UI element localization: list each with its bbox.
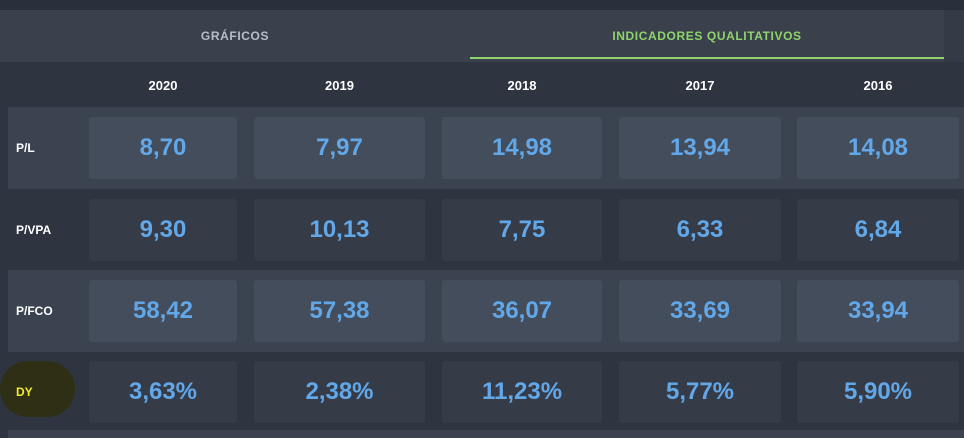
value-cell: 36,07 [442,280,602,342]
indicator-label: P/FCO [16,304,53,318]
value-cell: 6,84 [797,199,959,261]
highlighter-mark [0,361,75,417]
year-header: 2018 [507,77,537,93]
value-cell: 7,97 [254,117,425,179]
value-cell: 5,90% [797,361,959,423]
year-header: 2017 [685,77,715,93]
indicator-row-pl: P/L 8,70 7,97 14,98 13,94 14,08 [8,107,964,189]
indicator-label: DY [16,385,33,399]
value-cell: 33,94 [797,280,959,342]
value-cell: 8,70 [89,117,237,179]
value-cell: 14,08 [797,117,959,179]
value-cell: 58,42 [89,280,237,342]
value-cell: 7,75 [442,199,602,261]
tab-graficos-label: GRÁFICOS [200,29,270,43]
value-cell: 57,38 [254,280,425,342]
indicator-row-pfco: P/FCO 58,42 57,38 36,07 33,69 33,94 [8,270,964,352]
value-cell: 10,13 [254,199,425,261]
tab-bar-scroll-area [944,10,964,62]
value-cell: 3,63% [89,361,237,423]
next-row-edge [8,430,964,438]
value-cell: 11,23% [442,361,602,423]
tab-indicadores-label: INDICADORES QUALITATIVOS [612,29,802,43]
year-header: 2020 [148,77,178,93]
active-tab-underline [470,57,944,59]
value-cell: 5,77% [619,361,781,423]
tab-indicadores-qualitativos[interactable]: INDICADORES QUALITATIVOS [470,10,944,62]
value-cell: 33,69 [619,280,781,342]
top-strip [0,0,964,10]
value-cell: 13,94 [619,117,781,179]
year-header: 2016 [863,77,893,93]
indicator-label: P/L [16,141,35,155]
indicator-row-dy: DY 3,63% 2,38% 11,23% 5,77% 5,90% [0,351,964,433]
year-header: 2019 [325,77,354,93]
year-header-row: 2020 2019 2018 2017 2016 [0,62,964,108]
value-cell: 2,38% [254,361,425,423]
value-cell: 6,33 [619,199,781,261]
value-cell: 14,98 [442,117,602,179]
indicator-label: P/VPA [16,223,52,237]
indicator-row-pvpa: P/VPA 9,30 10,13 7,75 6,33 6,84 [8,189,964,271]
value-cell: 9,30 [89,199,237,261]
tab-graficos[interactable]: GRÁFICOS [0,10,470,62]
tab-bar: GRÁFICOS INDICADORES QUALITATIVOS [0,10,964,62]
